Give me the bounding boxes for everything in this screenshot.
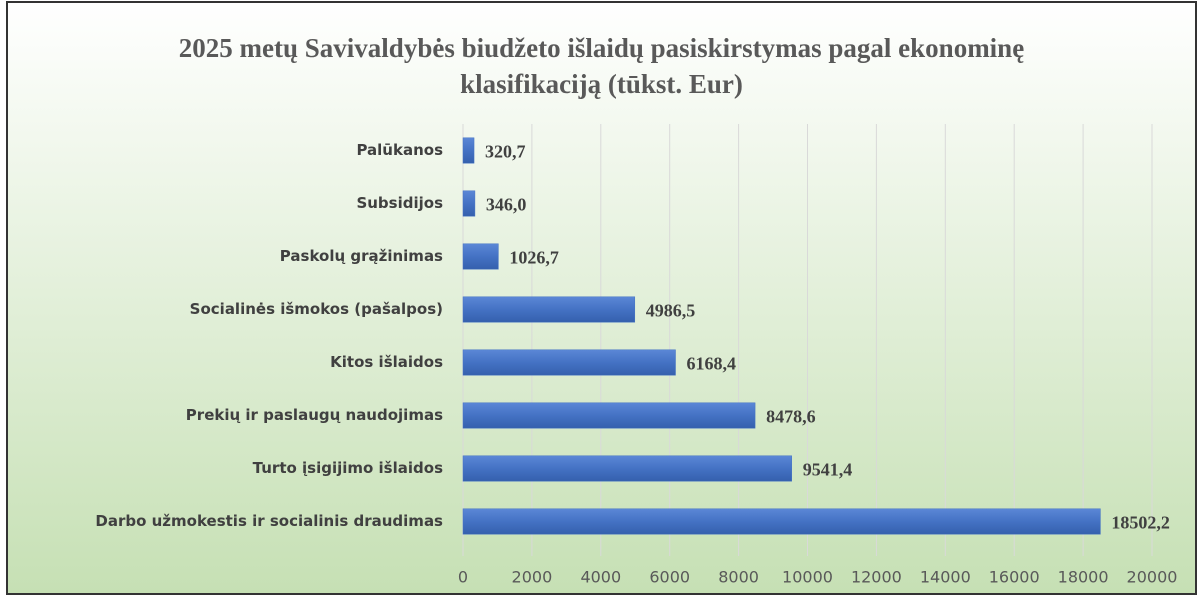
- x-tick-label: 18000: [1058, 568, 1109, 587]
- x-tick-label: 0: [458, 568, 468, 587]
- chart-title: 2025 metų Savivaldybės biudžeto išlaidų …: [178, 33, 1025, 99]
- data-label: 9541,4: [803, 460, 853, 480]
- data-label: 8478,6: [766, 407, 816, 427]
- x-tick-label: 16000: [989, 568, 1040, 587]
- y-tick-label: Prekių ir paslaugų naudojimas: [186, 406, 443, 424]
- y-tick-label: Subsidijos: [356, 194, 443, 212]
- bar: [462, 137, 475, 164]
- x-tick-label: 2000: [512, 568, 553, 587]
- data-label: 346,0: [486, 195, 526, 215]
- y-tick-label: Paskolų grąžinimas: [280, 247, 443, 265]
- x-tick-label: 4000: [580, 568, 621, 587]
- data-label: 18502,2: [1111, 513, 1170, 533]
- y-tick-label: Kitos išlaidos: [330, 353, 443, 371]
- bar: [462, 243, 499, 270]
- y-tick-label: Turto įsigijimo išlaidos: [253, 459, 443, 477]
- x-tick-label: 14000: [920, 568, 971, 587]
- bar: [462, 296, 636, 323]
- x-tick-label: 20000: [1127, 568, 1178, 587]
- bar: [462, 455, 792, 482]
- y-tick-label: Darbo užmokestis ir socialinis draudimas: [95, 512, 443, 530]
- y-tick-label: Palūkanos: [356, 141, 443, 159]
- data-label: 4986,5: [646, 301, 696, 321]
- x-tick-label: 12000: [851, 568, 902, 587]
- data-label: 1026,7: [509, 248, 559, 268]
- data-label: 6168,4: [687, 354, 737, 374]
- data-label: 320,7: [485, 142, 525, 162]
- x-tick-label: 8000: [718, 568, 759, 587]
- bar: [462, 508, 1101, 535]
- bar: [462, 190, 476, 217]
- x-tick-label: 6000: [649, 568, 690, 587]
- bar: [462, 402, 756, 429]
- y-tick-label: Socialinės išmokos (pašalpos): [190, 300, 443, 318]
- x-tick-label: 10000: [782, 568, 833, 587]
- bar: [462, 349, 676, 376]
